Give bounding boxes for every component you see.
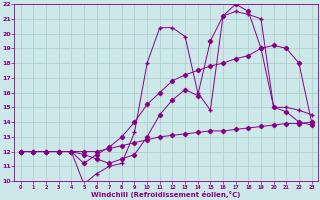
X-axis label: Windchill (Refroidissement éolien,°C): Windchill (Refroidissement éolien,°C) [92,191,241,198]
